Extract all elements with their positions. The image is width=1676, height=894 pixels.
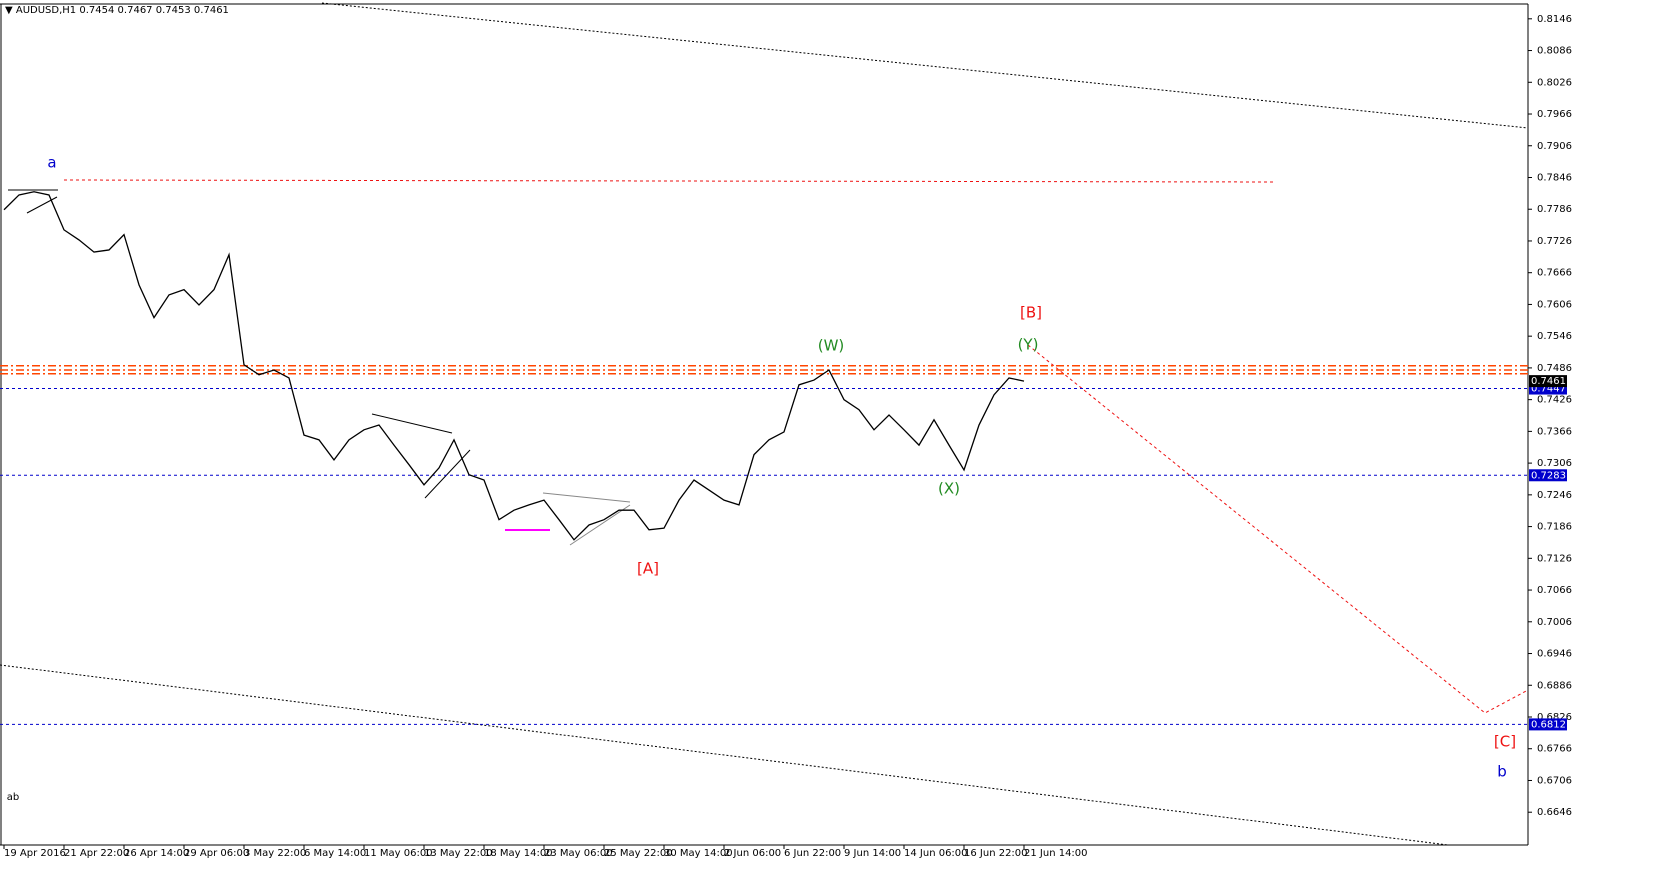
y-tick-label: 0.7666	[1537, 268, 1572, 279]
wave-label: a	[47, 154, 56, 172]
wave-label: [B]	[1020, 304, 1042, 322]
trendline	[542, 492, 631, 503]
low: 0.7453	[156, 5, 191, 16]
x-tick-label: 14 Jun 06:00	[904, 848, 968, 859]
wave-label: [A]	[637, 560, 659, 578]
header: ▼ AUDUSD,H1 0.7454 0.7467 0.7453 0.7461	[5, 5, 229, 16]
x-tick-label: 30 May 14:00	[664, 848, 733, 859]
x-tick-label: 25 May 22:00	[604, 848, 673, 859]
price-box	[1529, 375, 1567, 388]
y-tick-label: 0.8026	[1537, 77, 1572, 88]
x-tick-label: 29 Apr 06:00	[184, 848, 249, 859]
y-tick-label: 0.7246	[1537, 490, 1572, 501]
close: 0.7461	[194, 5, 229, 16]
wave-label: (X)	[938, 480, 960, 498]
y-tick-label: 0.7306	[1537, 458, 1572, 469]
x-tick-label: 3 May 22:00	[244, 848, 306, 859]
trendline	[26, 196, 58, 214]
y-tick-label: 0.7186	[1537, 522, 1572, 533]
y-tick-label: 0.7606	[1537, 299, 1572, 310]
level-label: 0.7283	[1531, 470, 1566, 481]
wave-label: (Y)	[1018, 336, 1039, 354]
level-label: 0.7447	[1531, 384, 1566, 395]
y-tick-label: 0.6706	[1537, 775, 1572, 786]
y-tick-label: 0.7726	[1537, 236, 1572, 247]
x-tick-label: 21 Apr 22:00	[64, 848, 129, 859]
y-tick-label: 0.7906	[1537, 141, 1572, 152]
x-tick-label: 6 Jun 22:00	[784, 848, 841, 859]
wave-label: b	[1497, 763, 1507, 781]
x-tick-label: 13 May 22:00	[424, 848, 493, 859]
y-tick-label: 0.7426	[1537, 395, 1572, 406]
y-tick-label: 0.7546	[1537, 331, 1572, 342]
x-tick-label: 16 Jun 22:00	[964, 848, 1028, 859]
channel-bottom	[0, 664, 1449, 846]
x-tick-label: 19 Apr 2016	[4, 848, 66, 859]
y-tick-label: 0.6886	[1537, 680, 1572, 691]
high: 0.7467	[118, 5, 153, 16]
x-tick-label: 11 May 06:00	[364, 848, 433, 859]
y-tick-label: 0.6766	[1537, 744, 1572, 755]
y-tick-label: 0.8146	[1537, 14, 1572, 25]
y-tick-label: 0.7786	[1537, 204, 1572, 215]
trendline	[569, 504, 631, 546]
wave-label: (W)	[818, 337, 845, 355]
y-tick-label: 0.6946	[1537, 649, 1572, 660]
x-tick-label: 23 May 06:00	[544, 848, 613, 859]
price-line	[3, 191, 1025, 541]
y-tick-label: 0.6826	[1537, 712, 1572, 723]
projection	[1027, 344, 1529, 714]
y-tick-label: 0.8086	[1537, 46, 1572, 57]
level-box	[1529, 718, 1567, 731]
wave-label: [C]	[1494, 733, 1516, 751]
y-tick-label: 0.7066	[1537, 585, 1572, 596]
open: 0.7454	[79, 5, 114, 16]
wave-label: ab	[7, 792, 19, 803]
x-tick-label: 9 Jun 14:00	[844, 848, 901, 859]
symbol: AUDUSD,H1	[16, 5, 76, 16]
y-tick-label: 0.7126	[1537, 553, 1572, 564]
level-label: 0.6812	[1531, 719, 1566, 730]
x-tick-label: 6 May 14:00	[304, 848, 366, 859]
x-tick-label: 21 Jun 14:00	[1024, 848, 1088, 859]
y-tick-label: 0.7486	[1537, 363, 1572, 374]
y-tick-label: 0.7366	[1537, 426, 1572, 437]
level-box	[1529, 469, 1567, 482]
y-tick-label: 0.7846	[1537, 172, 1572, 183]
y-tick-label: 0.7966	[1537, 109, 1572, 120]
x-tick-label: 2 Jun 06:00	[724, 848, 781, 859]
price-label: 0.7461	[1531, 376, 1566, 387]
resistance-line	[63, 179, 1276, 183]
x-tick-label: 18 May 14:00	[484, 848, 553, 859]
trendline	[371, 413, 453, 434]
y-tick-label: 0.6646	[1537, 807, 1572, 818]
x-tick-label: 26 Apr 14:00	[124, 848, 189, 859]
y-tick-label: 0.7006	[1537, 617, 1572, 628]
